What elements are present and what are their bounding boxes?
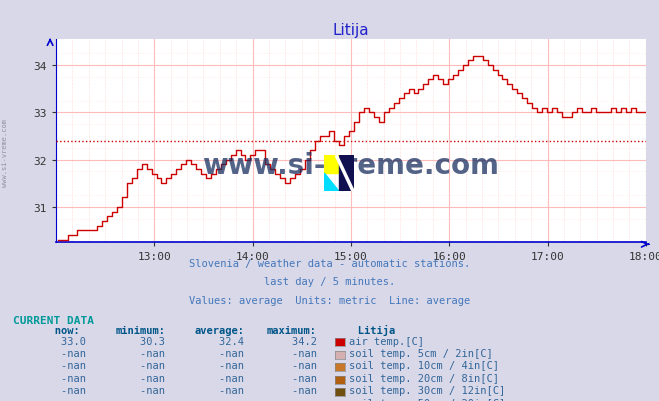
Text: -nan: -nan xyxy=(194,348,244,358)
Text: soil temp. 10cm / 4in[C]: soil temp. 10cm / 4in[C] xyxy=(349,360,500,371)
Text: soil temp. 20cm / 8in[C]: soil temp. 20cm / 8in[C] xyxy=(349,373,500,383)
Text: -nan: -nan xyxy=(115,348,165,358)
Text: -nan: -nan xyxy=(115,360,165,371)
Text: soil temp. 5cm / 2in[C]: soil temp. 5cm / 2in[C] xyxy=(349,348,493,358)
Text: Slovenia / weather data - automatic stations.: Slovenia / weather data - automatic stat… xyxy=(189,259,470,269)
Text: soil temp. 30cm / 12in[C]: soil temp. 30cm / 12in[C] xyxy=(349,385,505,395)
Text: air temp.[C]: air temp.[C] xyxy=(349,336,424,346)
Title: Litija: Litija xyxy=(333,22,369,38)
Text: maximum:: maximum: xyxy=(267,326,317,336)
Polygon shape xyxy=(324,156,339,174)
Text: www.si-vreme.com: www.si-vreme.com xyxy=(202,152,500,180)
Text: now:: now: xyxy=(36,326,80,336)
Text: -nan: -nan xyxy=(194,385,244,395)
Text: Values: average  Units: metric  Line: average: Values: average Units: metric Line: aver… xyxy=(189,295,470,305)
Text: -nan: -nan xyxy=(194,373,244,383)
Polygon shape xyxy=(339,156,354,192)
Text: -nan: -nan xyxy=(36,398,86,401)
Text: -nan: -nan xyxy=(267,385,317,395)
Text: -nan: -nan xyxy=(194,398,244,401)
Text: -nan: -nan xyxy=(115,373,165,383)
Text: minimum:: minimum: xyxy=(115,326,165,336)
Text: -nan: -nan xyxy=(36,360,86,371)
Text: -nan: -nan xyxy=(115,385,165,395)
Text: last day / 5 minutes.: last day / 5 minutes. xyxy=(264,277,395,287)
Text: 33.0: 33.0 xyxy=(36,336,86,346)
Text: CURRENT DATA: CURRENT DATA xyxy=(13,315,94,325)
Text: -nan: -nan xyxy=(36,373,86,383)
Text: -nan: -nan xyxy=(267,360,317,371)
Text: -nan: -nan xyxy=(267,348,317,358)
Text: 30.3: 30.3 xyxy=(115,336,165,346)
Text: -nan: -nan xyxy=(36,385,86,395)
Text: -nan: -nan xyxy=(115,398,165,401)
Text: -nan: -nan xyxy=(267,398,317,401)
Text: -nan: -nan xyxy=(267,373,317,383)
Text: average:: average: xyxy=(194,326,244,336)
Text: -nan: -nan xyxy=(194,360,244,371)
Text: 34.2: 34.2 xyxy=(267,336,317,346)
Text: www.si-vreme.com: www.si-vreme.com xyxy=(2,118,9,186)
Text: -nan: -nan xyxy=(36,348,86,358)
Polygon shape xyxy=(324,174,339,192)
Text: soil temp. 50cm / 20in[C]: soil temp. 50cm / 20in[C] xyxy=(349,398,505,401)
Text: 32.4: 32.4 xyxy=(194,336,244,346)
Text: Litija: Litija xyxy=(339,325,395,336)
